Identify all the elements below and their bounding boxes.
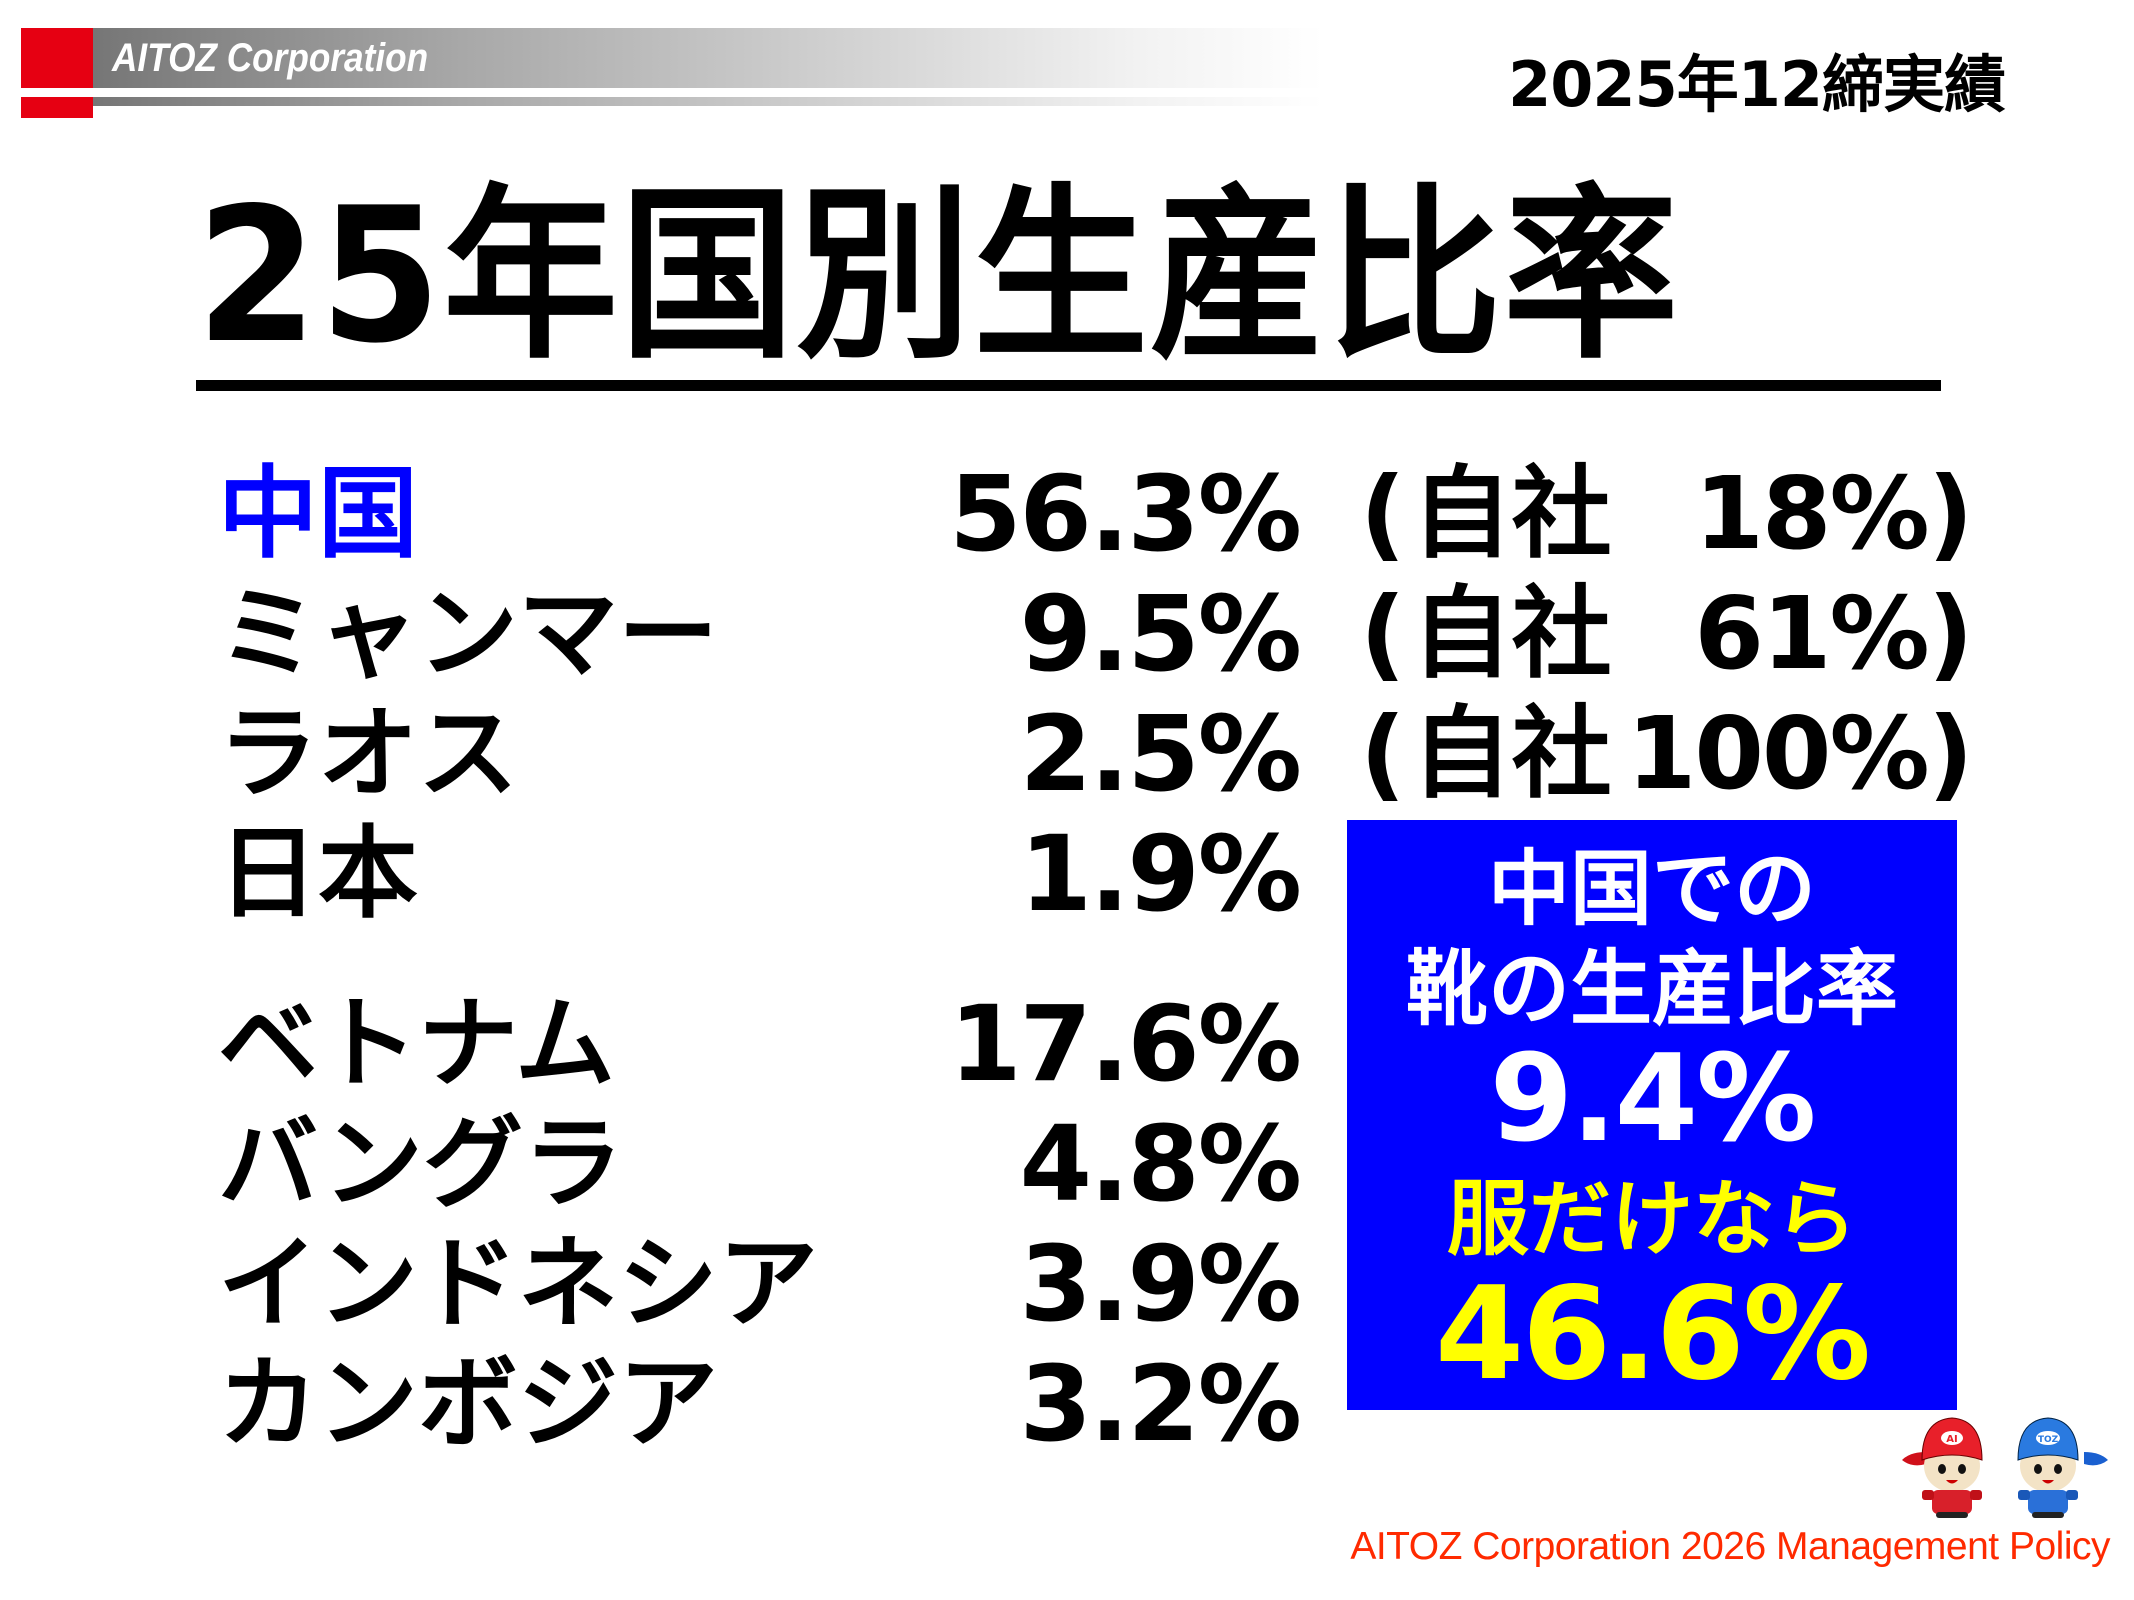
- title-underline: [196, 380, 1941, 391]
- period-label: 2025年12締実績: [1508, 48, 2006, 121]
- callout-line-1: 中国での: [1487, 842, 1816, 937]
- china-callout-box: 中国での 靴の生産比率 9.4% 服だけなら 46.6%: [1347, 820, 1957, 1410]
- paren-close: ): [1927, 455, 1974, 572]
- own-factory-share: (自社 18%): [1360, 455, 2000, 573]
- table-row: バングラ 4.8%: [0, 1105, 2134, 1223]
- own-pct: 61%: [1694, 575, 1929, 692]
- country-name: ベトナム: [218, 985, 615, 1102]
- production-share: 56.3%: [949, 453, 1302, 575]
- header-red-block: [21, 28, 93, 118]
- header-thin-bar: [93, 97, 1323, 106]
- country-name: ラオス: [218, 695, 518, 812]
- country-name: インドネシア: [218, 1225, 818, 1342]
- mascot-illustration: AI TOZ: [1890, 1408, 2120, 1523]
- own-pct: 100%: [1626, 695, 1930, 812]
- svg-text:AI: AI: [1946, 1434, 1957, 1445]
- country-name: 日本: [218, 815, 418, 932]
- callout-shoes-pct: 9.4%: [1489, 1030, 1817, 1169]
- table-row: ラオス 2.5% (自社 100%): [0, 695, 2134, 813]
- table-row: 日本 1.9%: [0, 815, 2134, 933]
- callout-line-4: 服だけなら: [1446, 1172, 1857, 1267]
- country-name: ミャンマー: [218, 575, 718, 692]
- page-title: 25年国別生産比率: [196, 167, 1681, 384]
- production-share: 2.5%: [1019, 693, 1302, 815]
- mascot-icon: AI TOZ: [1902, 1417, 2108, 1518]
- svg-text:TOZ: TOZ: [2038, 1435, 2059, 1445]
- own-label: 自社: [1411, 695, 1612, 812]
- production-share: 4.8%: [1019, 1103, 1302, 1225]
- header-gradient-bar: [93, 28, 1323, 88]
- country-name: 中国: [218, 455, 418, 572]
- paren-open: (: [1360, 455, 1406, 572]
- own-label: 自社: [1411, 575, 1612, 692]
- production-share: 9.5%: [1019, 573, 1302, 695]
- country-name: バングラ: [218, 1105, 623, 1222]
- own-factory-share: (自社 100%): [1360, 695, 2000, 813]
- header-red-gap: [21, 88, 93, 97]
- production-share: 3.9%: [1019, 1223, 1302, 1345]
- production-share: 1.9%: [1019, 813, 1302, 935]
- production-share: 17.6%: [949, 983, 1302, 1105]
- callout-line-2: 靴の生産比率: [1405, 942, 1898, 1037]
- table-row: カンボジア 3.2%: [0, 1345, 2134, 1463]
- footer-caption: AITOZ Corporation 2026 Management Policy: [1350, 1525, 2110, 1568]
- own-factory-share: (自社 61%): [1360, 575, 2000, 693]
- production-share: 3.2%: [1019, 1343, 1302, 1465]
- paren-close: ): [1927, 695, 1974, 812]
- country-name: カンボジア: [218, 1345, 718, 1462]
- paren-close: ): [1927, 575, 1974, 692]
- table-row: 中国 56.3% (自社 18%): [0, 455, 2134, 573]
- callout-clothes-pct: 46.6%: [1434, 1260, 1871, 1409]
- company-logo: AITOZ Corporation: [112, 36, 429, 80]
- own-label: 自社: [1411, 455, 1612, 572]
- paren-open: (: [1360, 695, 1406, 812]
- table-row: ベトナム 17.6%: [0, 985, 2134, 1103]
- paren-open: (: [1360, 575, 1406, 692]
- table-row: インドネシア 3.9%: [0, 1225, 2134, 1343]
- own-pct: 18%: [1694, 455, 1929, 572]
- table-row: ミャンマー 9.5% (自社 61%): [0, 575, 2134, 693]
